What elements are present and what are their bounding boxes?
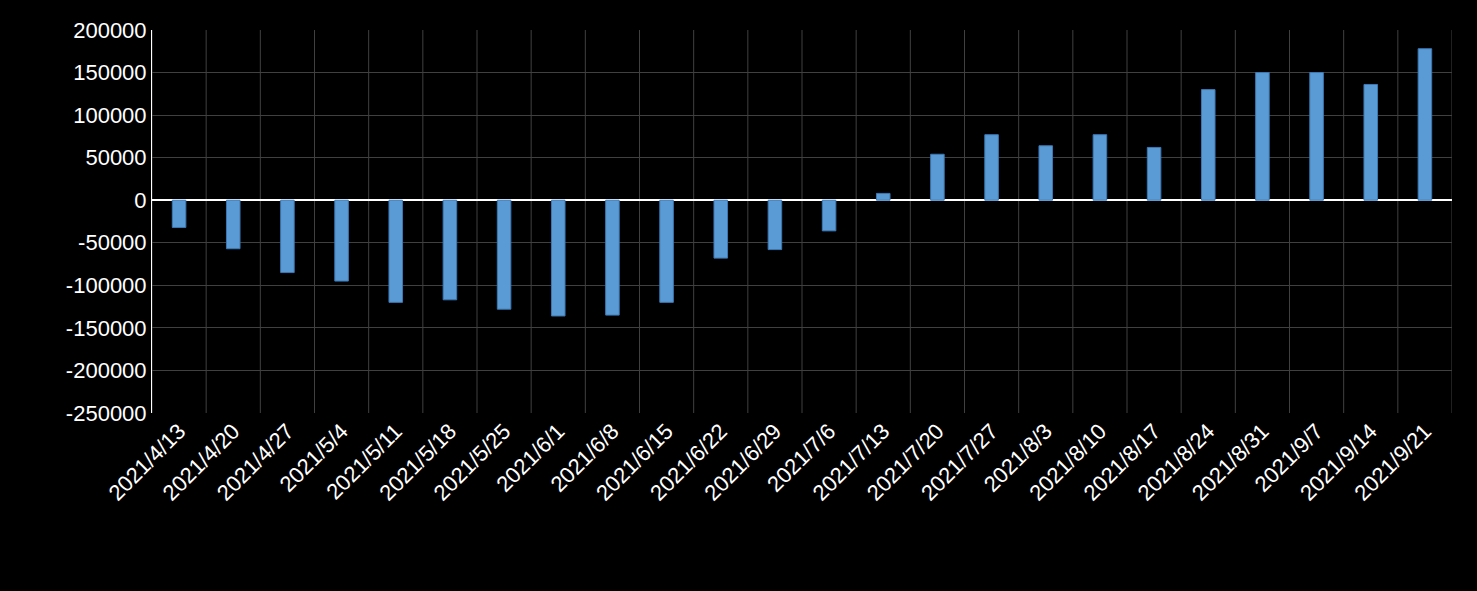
svg-text:2021/8/10: 2021/8/10: [1024, 419, 1111, 506]
svg-text:2021/4/13: 2021/4/13: [104, 419, 191, 506]
svg-text:-50000: -50000: [78, 230, 147, 255]
svg-text:2021/6/22: 2021/6/22: [645, 419, 732, 506]
svg-text:-250000: -250000: [66, 401, 147, 426]
svg-text:2021/7/13: 2021/7/13: [808, 419, 895, 506]
svg-text:2021/8/31: 2021/8/31: [1187, 419, 1274, 506]
svg-text:2021/7/6: 2021/7/6: [762, 419, 840, 497]
svg-text:2021/8/24: 2021/8/24: [1133, 419, 1220, 506]
svg-text:2021/9/14: 2021/9/14: [1295, 419, 1382, 506]
svg-text:2021/7/27: 2021/7/27: [916, 419, 1003, 506]
svg-text:2021/4/20: 2021/4/20: [158, 419, 245, 506]
svg-text:-200000: -200000: [66, 358, 147, 383]
svg-text:2021/6/1: 2021/6/1: [491, 419, 569, 497]
svg-text:2021/7/20: 2021/7/20: [862, 419, 949, 506]
svg-text:100000: 100000: [73, 103, 146, 128]
svg-text:2021/4/27: 2021/4/27: [212, 419, 299, 506]
svg-text:0: 0: [134, 188, 146, 213]
svg-text:2021/5/25: 2021/5/25: [429, 419, 516, 506]
svg-text:2021/6/8: 2021/6/8: [545, 419, 623, 497]
svg-text:2021/5/4: 2021/5/4: [275, 419, 353, 497]
svg-text:-100000: -100000: [66, 273, 147, 298]
svg-text:2021/8/3: 2021/8/3: [979, 419, 1057, 497]
svg-text:200000: 200000: [73, 18, 146, 43]
svg-text:-150000: -150000: [66, 316, 147, 341]
svg-text:2021/6/15: 2021/6/15: [591, 419, 678, 506]
svg-text:50000: 50000: [85, 145, 146, 170]
svg-text:2021/5/11: 2021/5/11: [321, 419, 407, 505]
svg-text:150000: 150000: [73, 60, 146, 85]
svg-text:2021/8/17: 2021/8/17: [1079, 419, 1166, 506]
svg-text:2021/6/29: 2021/6/29: [699, 419, 786, 506]
svg-text:2021/5/18: 2021/5/18: [374, 419, 461, 506]
svg-text:2021/9/7: 2021/9/7: [1250, 419, 1328, 497]
svg-text:2021/9/21: 2021/9/21: [1349, 419, 1436, 506]
